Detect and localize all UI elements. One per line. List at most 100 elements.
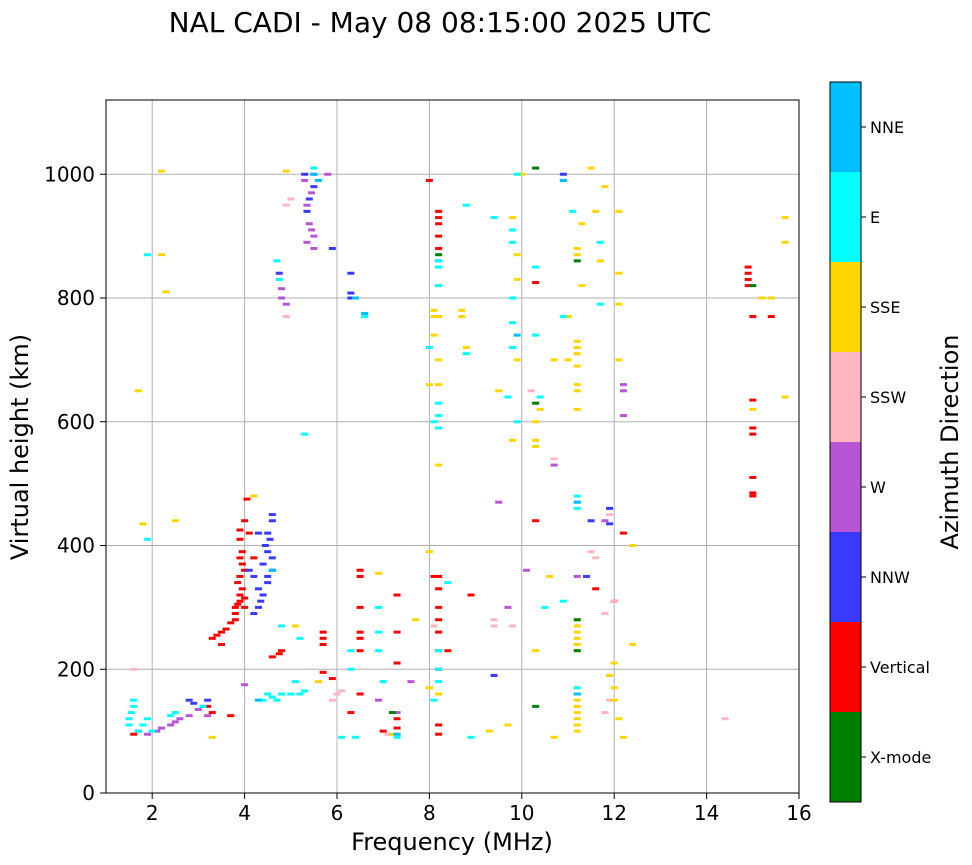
colorbar-frame — [829, 81, 862, 803]
x-tick-label: 16 — [786, 801, 811, 825]
data-point — [227, 621, 235, 625]
data-point — [435, 253, 443, 257]
data-point — [171, 711, 179, 715]
data-point — [536, 395, 544, 399]
data-point — [592, 587, 600, 591]
colorbar-segment — [830, 172, 861, 262]
x-tick-label: 6 — [331, 801, 344, 825]
data-point — [264, 531, 272, 535]
data-point — [559, 315, 567, 319]
data-point — [596, 302, 604, 306]
data-point — [619, 389, 627, 393]
x-tick-label: 2 — [146, 801, 159, 825]
data-point — [238, 550, 246, 554]
data-point — [532, 519, 540, 523]
data-point — [356, 692, 364, 696]
data-point — [134, 729, 142, 733]
data-point — [328, 247, 336, 250]
data-point — [208, 735, 216, 739]
data-point — [758, 296, 766, 300]
data-point — [532, 649, 540, 653]
data-point — [573, 407, 581, 411]
plot-frame — [105, 99, 800, 794]
data-point — [301, 432, 309, 436]
data-point — [259, 593, 267, 597]
data-point — [393, 735, 401, 739]
data-point — [231, 605, 239, 609]
data-point — [462, 346, 470, 349]
series-sse — [134, 166, 789, 739]
data-point — [458, 308, 466, 312]
data-point — [532, 445, 540, 448]
data-point — [573, 506, 581, 510]
data-point — [573, 717, 581, 721]
data-point — [749, 491, 757, 495]
data-point — [485, 729, 493, 733]
data-point — [435, 649, 443, 653]
data-point — [430, 420, 438, 424]
data-point — [231, 618, 239, 622]
data-point — [509, 624, 517, 628]
data-point — [379, 680, 387, 684]
data-point — [213, 633, 221, 637]
data-point — [573, 494, 581, 498]
data-point — [462, 352, 470, 356]
data-point — [435, 574, 443, 578]
data-point — [573, 346, 581, 349]
data-point — [592, 556, 600, 560]
data-point — [522, 568, 530, 572]
y-axis: 0 200 400 600 800 1000 — [44, 162, 106, 805]
y-tick-label: 400 — [57, 534, 95, 558]
data-point — [139, 522, 147, 526]
data-point — [573, 339, 581, 343]
data-point — [509, 228, 517, 232]
data-point — [296, 692, 304, 696]
data-point — [268, 695, 276, 699]
data-point — [615, 271, 623, 275]
data-point — [504, 395, 512, 399]
data-point — [749, 284, 757, 288]
data-point — [610, 698, 618, 702]
data-point — [241, 683, 249, 687]
data-point — [435, 667, 443, 671]
data-point — [218, 630, 225, 634]
data-point — [573, 618, 581, 622]
data-point — [319, 643, 327, 646]
data-point — [315, 680, 323, 684]
data-points — [125, 166, 789, 739]
data-point — [573, 698, 581, 702]
data-point — [268, 556, 276, 560]
colorbar: X-mode Vertical NNW W SSW SSE E NNE — [829, 81, 931, 803]
data-point — [435, 587, 443, 591]
data-point — [749, 494, 757, 498]
data-point — [532, 265, 540, 269]
data-point — [490, 673, 498, 677]
data-point — [619, 414, 627, 418]
data-point — [148, 729, 156, 733]
data-point — [278, 287, 286, 291]
data-point — [351, 296, 359, 300]
data-point — [393, 593, 401, 597]
data-point — [278, 649, 286, 653]
data-point — [144, 717, 152, 721]
data-point — [268, 568, 276, 572]
colorbar-category-label: SSW — [870, 388, 906, 407]
data-point — [134, 389, 142, 393]
data-point — [125, 723, 133, 727]
data-point — [458, 315, 466, 319]
data-point — [513, 420, 521, 424]
colorbar-segment — [830, 82, 861, 172]
data-point — [310, 166, 318, 170]
data-point — [264, 574, 272, 578]
data-point — [592, 209, 600, 213]
data-point — [435, 426, 443, 430]
data-point — [435, 259, 443, 263]
data-point — [601, 612, 609, 616]
data-point — [749, 315, 757, 319]
data-point — [606, 698, 614, 702]
data-point — [204, 698, 212, 702]
data-point — [171, 519, 179, 523]
data-point — [435, 222, 443, 226]
data-point — [559, 172, 567, 176]
